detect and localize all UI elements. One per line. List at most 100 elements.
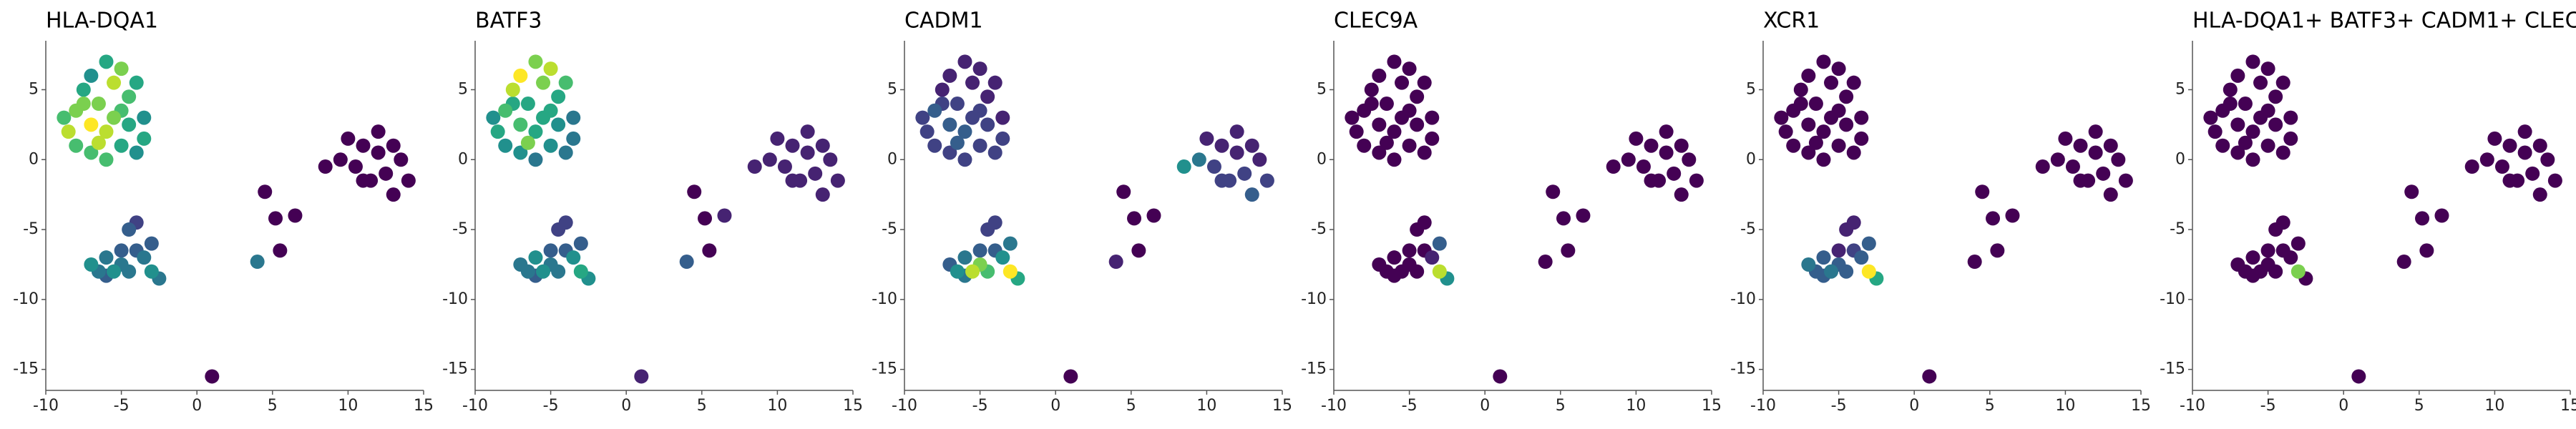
point — [1425, 110, 1440, 125]
point — [1824, 110, 1839, 125]
point — [505, 82, 520, 97]
point — [2351, 369, 2366, 384]
point — [2502, 173, 2517, 188]
point — [1922, 369, 1937, 384]
point — [2096, 166, 2111, 181]
point — [1689, 173, 1704, 188]
point — [1395, 110, 1410, 125]
point — [950, 97, 965, 112]
point — [379, 166, 394, 181]
y-tick-label: -5 — [23, 220, 39, 238]
point — [2245, 268, 2260, 283]
x-tick-label: -10 — [892, 397, 917, 415]
point — [1854, 131, 1869, 146]
point — [957, 124, 972, 139]
point — [1417, 215, 1432, 230]
point — [2245, 124, 2260, 139]
y-tick-label: -15 — [13, 360, 39, 378]
point — [1839, 89, 1854, 104]
point — [1214, 138, 1229, 153]
x-tick-label: 5 — [268, 397, 278, 415]
point — [2223, 97, 2238, 112]
point — [1854, 250, 1869, 265]
point — [1379, 97, 1394, 112]
point — [1674, 187, 1689, 202]
point — [1793, 82, 1808, 97]
x-tick-label: 10 — [1196, 397, 1216, 415]
point — [528, 250, 543, 265]
y-tick-label: 5 — [2175, 80, 2185, 98]
point — [57, 110, 72, 125]
point — [2073, 173, 2088, 188]
point — [1002, 264, 1018, 279]
x-tick-label: -5 — [1831, 397, 1847, 415]
point — [687, 184, 702, 199]
point — [2088, 124, 2103, 139]
point — [1831, 243, 1846, 258]
point — [84, 145, 99, 160]
point — [356, 138, 371, 153]
point — [777, 159, 792, 174]
point — [84, 257, 99, 272]
point — [528, 152, 543, 167]
point — [1395, 75, 1410, 90]
point — [2245, 250, 2260, 265]
y-tick-label: 5 — [1746, 80, 1756, 98]
point — [950, 264, 965, 279]
point — [747, 159, 762, 174]
point — [679, 255, 694, 270]
point — [942, 117, 957, 132]
point — [1372, 68, 1387, 83]
point — [528, 124, 543, 139]
point — [2260, 243, 2275, 258]
point — [2532, 138, 2547, 153]
panel-title: BATF3 — [475, 9, 542, 34]
point — [1576, 208, 1591, 223]
point — [356, 173, 371, 188]
point — [543, 138, 558, 153]
point — [122, 264, 137, 279]
point — [1349, 124, 1364, 139]
point — [2245, 152, 2260, 167]
point — [1387, 152, 1402, 167]
point — [1410, 264, 1425, 279]
point — [1793, 97, 1808, 112]
point — [1425, 131, 1440, 146]
y-tick-label: -10 — [1730, 290, 1756, 308]
x-tick-label: -10 — [2180, 397, 2205, 415]
point — [1108, 255, 1123, 270]
point — [980, 117, 995, 132]
point — [1357, 138, 1372, 153]
point — [1556, 211, 1571, 226]
point — [1229, 124, 1244, 139]
point — [2517, 145, 2532, 160]
panel: HLA-DQA1 -10 -5 0 5 10 15 5 0 -5 -10 -15 — [13, 9, 434, 415]
point — [288, 208, 303, 223]
point — [520, 97, 535, 112]
point — [2419, 243, 2434, 258]
point — [2050, 152, 2065, 167]
point — [1606, 159, 1621, 174]
point — [1206, 159, 1221, 174]
point — [2230, 117, 2245, 132]
point — [1839, 117, 1854, 132]
y-tick-label: -10 — [442, 290, 468, 308]
point — [1425, 250, 1440, 265]
y-tick-label: -5 — [882, 220, 897, 238]
y-tick-label: -15 — [1301, 360, 1327, 378]
y-tick-label: -15 — [442, 360, 468, 378]
x-tick-label: -5 — [1402, 397, 1418, 415]
point — [1127, 211, 1142, 226]
point — [99, 124, 114, 139]
y-tick-label: -10 — [13, 290, 39, 308]
point — [543, 243, 558, 258]
y-tick-label: -15 — [1730, 360, 1756, 378]
point — [122, 117, 137, 132]
point — [2540, 152, 2555, 167]
point — [995, 131, 1010, 146]
point — [1410, 89, 1425, 104]
point — [717, 208, 732, 223]
point — [1644, 173, 1659, 188]
point — [957, 152, 972, 167]
